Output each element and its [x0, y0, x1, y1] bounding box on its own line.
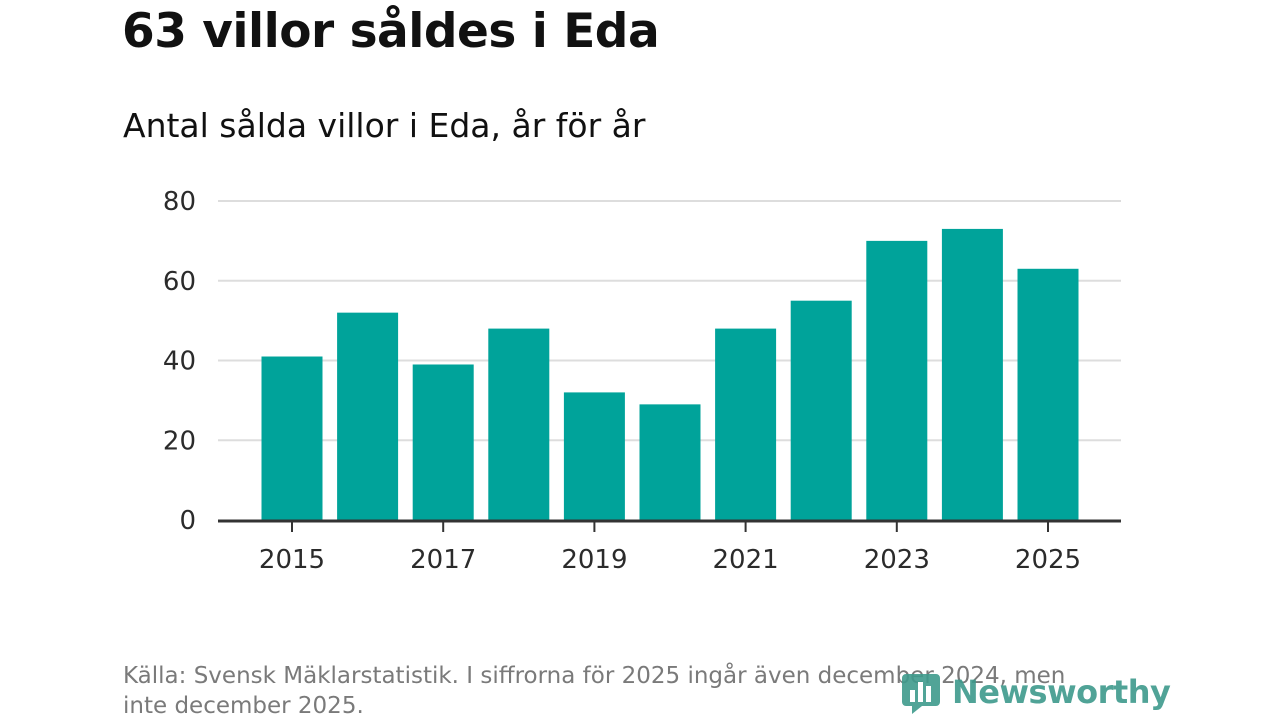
x-tick-label: 2023: [864, 545, 930, 575]
bars: [261, 228, 1079, 520]
bar-2024: [941, 228, 1003, 520]
newsworthy-logo: Newsworthy: [900, 668, 1171, 716]
bar-chart-logo-icon: [902, 674, 940, 714]
chart-subtitle: Antal sålda villor i Eda, år för år: [123, 106, 646, 145]
bar-2025: [1017, 268, 1079, 520]
x-tick-label: 2019: [561, 545, 627, 575]
y-tick-label: 80: [163, 187, 196, 217]
headline: 63 villor såldes i Eda: [122, 4, 660, 59]
bar-2016: [337, 312, 399, 520]
x-axis-labels: 2015 2017 2019 2021 2023 2025: [259, 545, 1081, 575]
y-axis-labels: 0 20 40 60 80: [163, 187, 196, 536]
bar-2020: [639, 404, 701, 520]
x-tick-label: 2017: [410, 545, 476, 575]
y-tick-label: 60: [163, 267, 196, 297]
bar-2019: [563, 392, 625, 520]
y-tick-label: 40: [163, 347, 196, 377]
x-tick-label: 2021: [713, 545, 779, 575]
bar-2018: [488, 328, 550, 520]
bar-2022: [790, 300, 852, 520]
y-tick-label: 20: [163, 426, 196, 456]
bar-2017: [412, 364, 474, 520]
bar-2015: [261, 356, 323, 520]
x-axis: [218, 519, 1121, 532]
bar-chart: 0 20 40 60 80 2015 2017 2019 2021 2023 2025: [163, 187, 1121, 575]
bar-2023: [866, 240, 928, 520]
y-tick-label: 0: [179, 506, 196, 536]
x-tick-label: 2025: [1015, 545, 1081, 575]
x-tick-label: 2015: [259, 545, 325, 575]
brand-name: Newsworthy: [952, 673, 1171, 711]
bar-2021: [715, 328, 777, 520]
